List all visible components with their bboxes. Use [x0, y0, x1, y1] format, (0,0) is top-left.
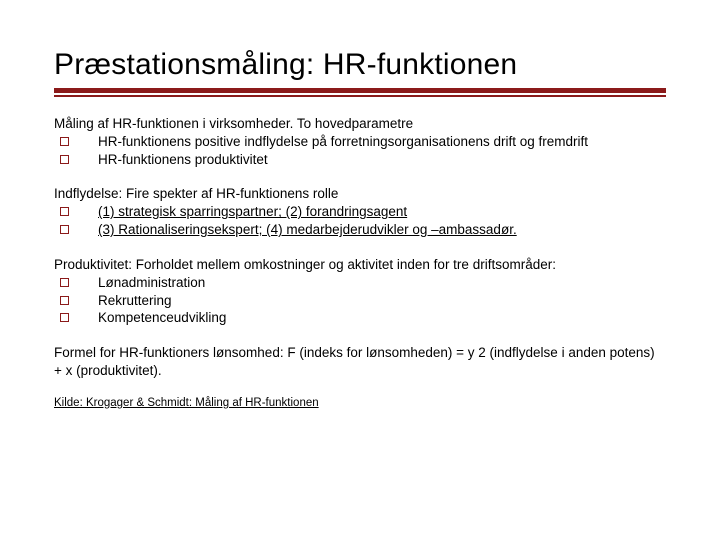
list-item-text: HR-funktionens produktivitet	[98, 152, 268, 167]
list-item: Lønadministration	[54, 274, 666, 292]
formula-text: Formel for HR-funktioners lønsomhed: F (…	[54, 344, 666, 380]
bullet-box-icon	[60, 225, 69, 234]
bullet-box-icon	[60, 278, 69, 287]
list-item-text: (1) strategisk sparringspartner; (2) for…	[98, 204, 407, 219]
section-2: Indflydelse: Fire spekter af HR-funktion…	[54, 185, 666, 238]
list-item: HR-funktionens produktivitet	[54, 151, 666, 169]
title-underline	[54, 88, 666, 97]
section-3-list: Lønadministration Rekruttering Kompetenc…	[54, 274, 666, 327]
list-item-text: Rekruttering	[98, 293, 172, 308]
slide-title: Præstationsmåling: HR-funktionen	[54, 48, 666, 82]
list-item-text: HR-funktionens positive indflydelse på f…	[98, 134, 588, 149]
section-1-lead: Måling af HR-funktionen i virksomheder. …	[54, 115, 666, 133]
section-3-lead: Produktivitet: Forholdet mellem omkostni…	[54, 256, 666, 274]
section-1-list: HR-funktionens positive indflydelse på f…	[54, 133, 666, 169]
list-item: Kompetenceudvikling	[54, 309, 666, 327]
section-3: Produktivitet: Forholdet mellem omkostni…	[54, 256, 666, 327]
bullet-box-icon	[60, 155, 69, 164]
section-2-list: (1) strategisk sparringspartner; (2) for…	[54, 203, 666, 239]
bullet-box-icon	[60, 207, 69, 216]
formula-section: Formel for HR-funktioners lønsomhed: F (…	[54, 344, 666, 380]
list-item-text: Lønadministration	[98, 275, 205, 290]
list-item-text: (3) Rationaliseringsekspert; (4) medarbe…	[98, 222, 517, 237]
source-citation: Kilde: Krogager & Schmidt: Måling af HR-…	[54, 397, 666, 409]
bullet-box-icon	[60, 313, 69, 322]
section-1: Måling af HR-funktionen i virksomheder. …	[54, 115, 666, 168]
list-item: HR-funktionens positive indflydelse på f…	[54, 133, 666, 151]
list-item: Rekruttering	[54, 292, 666, 310]
bullet-box-icon	[60, 296, 69, 305]
bullet-box-icon	[60, 137, 69, 146]
list-item: (1) strategisk sparringspartner; (2) for…	[54, 203, 666, 221]
list-item: (3) Rationaliseringsekspert; (4) medarbe…	[54, 221, 666, 239]
section-2-lead: Indflydelse: Fire spekter af HR-funktion…	[54, 185, 666, 203]
list-item-text: Kompetenceudvikling	[98, 310, 226, 325]
